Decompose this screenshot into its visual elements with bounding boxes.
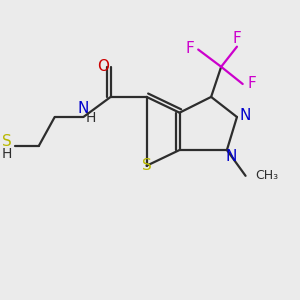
Text: O: O bbox=[97, 59, 109, 74]
Text: CH₃: CH₃ bbox=[256, 169, 279, 182]
Text: H: H bbox=[85, 111, 96, 125]
Text: N: N bbox=[226, 149, 237, 164]
Text: N: N bbox=[239, 108, 251, 123]
Text: H: H bbox=[1, 147, 12, 161]
Text: S: S bbox=[142, 158, 152, 173]
Text: N: N bbox=[78, 101, 89, 116]
Text: F: F bbox=[232, 31, 241, 46]
Text: F: F bbox=[248, 76, 256, 92]
Text: S: S bbox=[2, 134, 12, 149]
Text: F: F bbox=[186, 40, 194, 56]
